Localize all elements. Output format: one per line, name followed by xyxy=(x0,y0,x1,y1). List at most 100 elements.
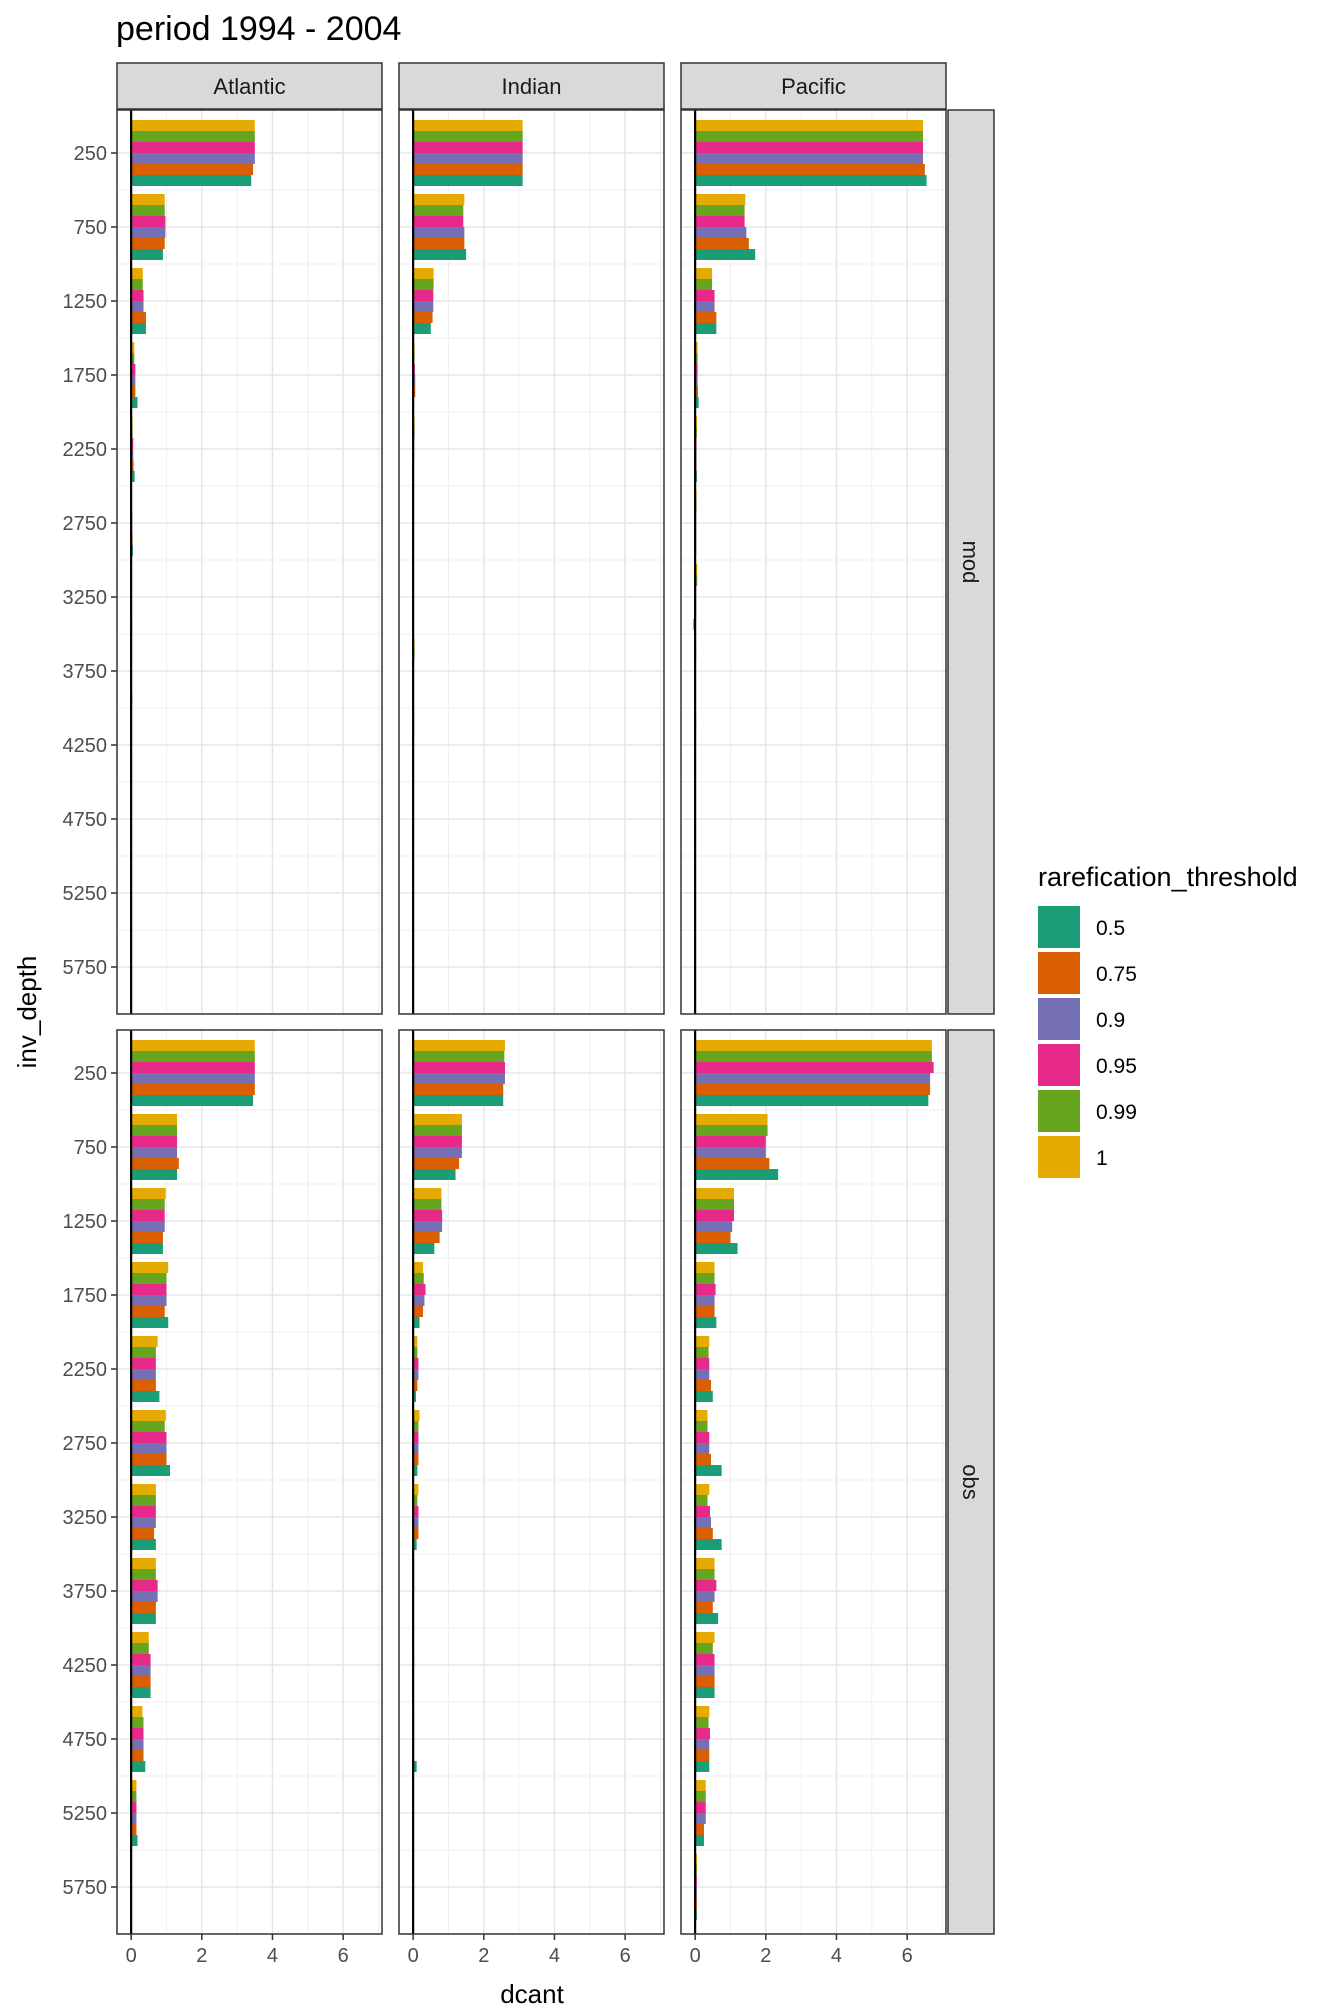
bar-obs-pacific-1250-0-75 xyxy=(695,1232,731,1243)
x-tick-label: 0 xyxy=(126,1945,137,1967)
bar-obs-indian-1250-0-5 xyxy=(413,1243,435,1254)
facet-strip-atlantic xyxy=(116,62,383,110)
y-tick-label: 1750 xyxy=(63,365,108,387)
bar-obs-pacific-5250-1 xyxy=(695,1780,706,1791)
bar-mod-pacific-750-0-95 xyxy=(695,216,745,227)
y-tick-label: 5750 xyxy=(63,957,108,979)
bar-obs-atlantic-3750-0-95 xyxy=(131,1580,158,1591)
bar-obs-atlantic-750-0-5 xyxy=(131,1169,178,1180)
bar-mod-indian-250-1 xyxy=(413,120,523,131)
bar-mod-indian-1250-0-99 xyxy=(413,279,434,290)
bar-mod-pacific-1250-0-99 xyxy=(695,279,713,290)
panel-border xyxy=(398,1029,665,1935)
bar-obs-atlantic-250-0-99 xyxy=(131,1051,255,1062)
legend-label-1: 1 xyxy=(1096,1147,1108,1170)
panel-border xyxy=(398,109,665,1015)
bar-obs-atlantic-5250-0-99 xyxy=(131,1791,137,1802)
panel-mod-atlantic: 250 750 1250 1750 2250 2750 3250 3750 4250 4750 52… xyxy=(63,109,383,1015)
bar-obs-atlantic-1750-0-75 xyxy=(131,1306,165,1317)
bar-mod-indian-750-0-5 xyxy=(413,249,467,260)
bar-obs-pacific-2250-0-99 xyxy=(695,1347,709,1358)
bar-obs-pacific-2750-0-99 xyxy=(695,1421,708,1432)
bar-mod-indian-250-0-5 xyxy=(413,175,523,186)
x-tick-label: 0 xyxy=(690,1945,701,1967)
bar-obs-pacific-4250-0-5 xyxy=(695,1687,715,1698)
bar-mod-atlantic-250-0-75 xyxy=(131,164,254,175)
bar-obs-atlantic-2750-0-95 xyxy=(131,1432,167,1443)
bar-obs-atlantic-3250-0-75 xyxy=(131,1528,155,1539)
bar-mod-pacific-250-0-75 xyxy=(695,164,925,175)
legend-key-0-99 xyxy=(1038,1090,1080,1132)
bar-obs-atlantic-4250-0-95 xyxy=(131,1654,151,1665)
bar-mod-atlantic-250-1 xyxy=(131,120,255,131)
bar-obs-indian-2250-0-75 xyxy=(413,1380,418,1391)
bar-obs-atlantic-4250-0-9 xyxy=(131,1665,151,1676)
bar-obs-indian-750-0-99 xyxy=(413,1125,462,1136)
bar-obs-atlantic-4750-0-95 xyxy=(131,1728,144,1739)
y-tick-label: 750 xyxy=(74,1137,107,1159)
bar-obs-indian-3250-0-95 xyxy=(413,1506,419,1517)
panel-mod-indian xyxy=(398,109,665,1015)
bar-obs-pacific-4750-0-75 xyxy=(695,1750,710,1761)
bar-obs-atlantic-4750-1 xyxy=(131,1706,143,1717)
x-tick-label: 2 xyxy=(196,1945,207,1967)
bar-obs-atlantic-1250-0-9 xyxy=(131,1221,165,1232)
bar-obs-atlantic-2750-1 xyxy=(131,1410,166,1421)
x-tick-label: 0 xyxy=(408,1945,419,1967)
bar-mod-indian-250-0-99 xyxy=(413,131,523,142)
y-tick-label: 4250 xyxy=(63,1655,108,1677)
x-tick-label: 4 xyxy=(831,1945,842,1967)
bar-obs-pacific-3250-0-95 xyxy=(695,1506,710,1517)
bar-obs-pacific-4750-1 xyxy=(695,1706,710,1717)
bar-obs-indian-750-0-95 xyxy=(413,1136,462,1147)
bar-mod-atlantic-1250-0-5 xyxy=(131,323,146,334)
bar-obs-pacific-3750-0-5 xyxy=(695,1613,719,1624)
facet-panels: Atlantic Indian Pacific mod obs 250 750 1250 175… xyxy=(63,62,995,1967)
bar-obs-indian-2750-0-75 xyxy=(413,1454,419,1465)
panel-mod-pacific xyxy=(680,109,947,1015)
bar-obs-pacific-4250-0-75 xyxy=(695,1676,715,1687)
panel-border xyxy=(116,109,383,1015)
bar-mod-indian-250-0-95 xyxy=(413,142,523,153)
bar-obs-indian-1750-0-9 xyxy=(413,1295,425,1306)
bar-obs-pacific-3250-0-75 xyxy=(695,1528,713,1539)
bar-obs-pacific-4750-0-9 xyxy=(695,1739,710,1750)
bar-obs-indian-3250-0-75 xyxy=(413,1528,419,1539)
bar-obs-indian-1750-0-99 xyxy=(413,1273,424,1284)
bar-mod-atlantic-1250-0-9 xyxy=(131,301,144,312)
bar-obs-pacific-250-0-95 xyxy=(695,1062,934,1073)
bar-obs-indian-1250-0-99 xyxy=(413,1199,442,1210)
bar-obs-atlantic-2250-0-75 xyxy=(131,1380,156,1391)
legend-label-0-75: 0.75 xyxy=(1096,963,1137,986)
bar-mod-pacific-250-0-99 xyxy=(695,131,924,142)
bar-mod-atlantic-1250-0-95 xyxy=(131,290,144,301)
bar-obs-atlantic-250-0-5 xyxy=(131,1095,254,1106)
bar-obs-indian-2250-1 xyxy=(413,1336,418,1347)
panel-obs-indian: 0 2 4 6 xyxy=(398,1029,665,1967)
legend-label-0-95: 0.95 xyxy=(1096,1055,1137,1078)
legend-key-0-95 xyxy=(1038,1044,1080,1086)
bar-mod-pacific-1250-0-95 xyxy=(695,290,715,301)
bar-obs-pacific-3250-1 xyxy=(695,1484,710,1495)
bar-obs-pacific-5250-0-5 xyxy=(695,1835,704,1846)
bar-obs-pacific-1250-0-95 xyxy=(695,1210,734,1221)
bar-obs-atlantic-1750-0-95 xyxy=(131,1284,167,1295)
bar-obs-pacific-2250-0-5 xyxy=(695,1391,713,1402)
bar-obs-pacific-1750-0-99 xyxy=(695,1273,715,1284)
bar-obs-indian-1250-0-75 xyxy=(413,1232,440,1243)
bar-obs-atlantic-5250-0-5 xyxy=(131,1835,138,1846)
bar-obs-atlantic-3250-1 xyxy=(131,1484,156,1495)
bar-obs-indian-3250-1 xyxy=(413,1484,419,1495)
bar-mod-atlantic-750-0-99 xyxy=(131,205,165,216)
bar-obs-pacific-1750-0-9 xyxy=(695,1295,715,1306)
bar-obs-atlantic-750-0-99 xyxy=(131,1125,178,1136)
bar-mod-indian-1250-0-75 xyxy=(413,312,433,323)
y-tick-label: 1250 xyxy=(63,1211,108,1233)
bar-obs-atlantic-5250-0-9 xyxy=(131,1813,137,1824)
y-tick-label: 2750 xyxy=(63,513,108,535)
bar-obs-indian-2250-0-5 xyxy=(413,1391,416,1402)
bar-obs-pacific-250-0-75 xyxy=(695,1084,931,1095)
y-tick-label: 250 xyxy=(74,143,107,165)
bar-obs-indian-1250-0-95 xyxy=(413,1210,443,1221)
bar-obs-pacific-3750-0-9 xyxy=(695,1591,715,1602)
